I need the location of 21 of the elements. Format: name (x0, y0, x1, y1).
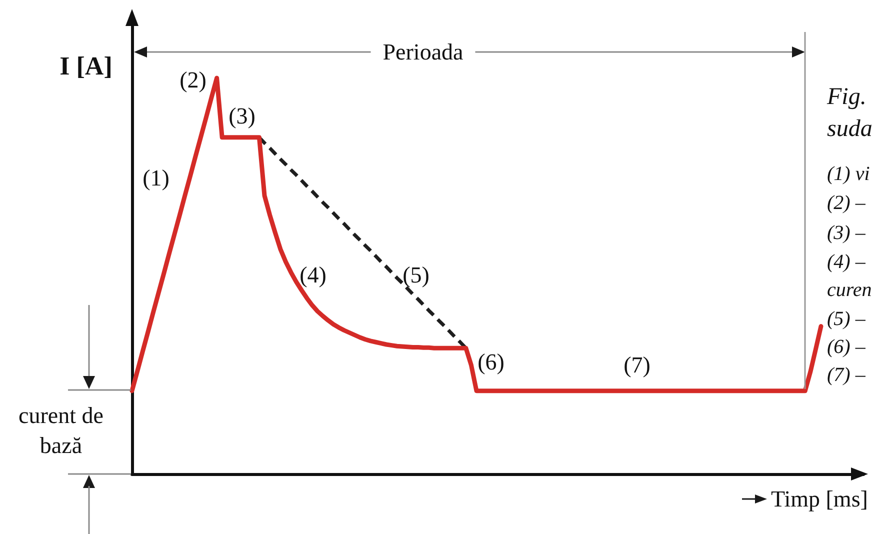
annotation: (5) – (827, 308, 866, 330)
annotation: (4) (300, 262, 326, 288)
x-axis-title: Timp [ms] (771, 486, 868, 512)
annotation: Fig. (826, 84, 866, 110)
text: curent de bază (18, 402, 104, 458)
y-axis-title: I [A] (60, 52, 112, 80)
annotation: (7) (624, 352, 650, 378)
annotation: suda (827, 116, 872, 142)
annotation: (6) (478, 350, 504, 374)
text: Perioada (382, 40, 464, 64)
annotation: (2) – (827, 192, 866, 214)
annotation: (3) – (827, 222, 866, 244)
annotation: (2) (180, 68, 206, 92)
annotation: (1) (142, 166, 170, 190)
annotation: (5) (402, 262, 430, 288)
annotation: (1) vi (827, 163, 870, 185)
annotation: (3) (228, 104, 256, 128)
annotation: curen (827, 279, 872, 301)
annotation: (4) – (827, 251, 866, 273)
annotation: (6) – (827, 336, 866, 358)
annotation: (7) – (827, 364, 866, 386)
